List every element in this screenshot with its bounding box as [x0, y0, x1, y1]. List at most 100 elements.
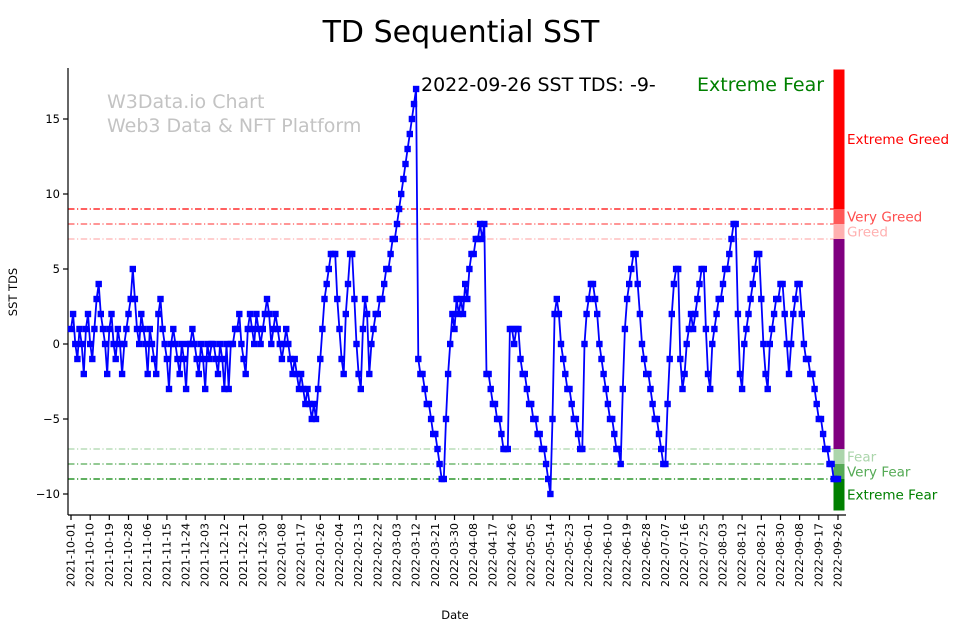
data-point-marker	[457, 295, 465, 303]
data-point-marker	[545, 475, 552, 483]
x-tick-label: 2021-11-06	[141, 523, 154, 587]
data-point-marker	[306, 400, 313, 408]
data-point-marker	[312, 415, 320, 423]
data-point-marker	[692, 310, 699, 318]
data-point-marker	[451, 325, 458, 333]
data-point-marker	[466, 265, 473, 273]
data-point-marker	[310, 400, 318, 408]
data-point-marker	[653, 415, 661, 423]
data-point-marker	[736, 370, 744, 378]
data-point-marker	[540, 445, 548, 453]
x-tick-label: 2021-10-28	[122, 523, 135, 587]
x-tick-label: 2022-01-08	[275, 523, 288, 587]
x-tick-label: 2022-01-17	[295, 523, 308, 587]
data-point-marker	[182, 385, 190, 393]
data-point-marker	[236, 310, 243, 318]
data-point-marker	[685, 325, 693, 333]
data-point-marker	[764, 385, 771, 393]
data-point-marker	[549, 415, 556, 423]
data-point-marker	[144, 370, 151, 378]
data-point-marker	[118, 370, 126, 378]
data-point-marker	[585, 295, 592, 303]
data-point-marker	[638, 340, 646, 348]
x-tick-label: 2022-04-08	[467, 523, 480, 587]
data-point-marker	[80, 370, 87, 378]
data-point-marker	[615, 445, 622, 453]
data-point-marker	[361, 295, 369, 303]
data-point-marker	[359, 325, 367, 333]
annotation-date-value: 2022-09-26 SST TDS: -9-	[421, 74, 656, 96]
x-tick-label: 2021-12-12	[218, 523, 231, 587]
x-tick-label: 2022-07-25	[697, 523, 710, 587]
data-point-marker	[338, 355, 345, 363]
data-point-marker	[270, 325, 277, 333]
data-point-marker	[596, 340, 603, 348]
data-point-marker	[756, 250, 763, 258]
x-tick-label: 2022-03-30	[448, 523, 461, 587]
data-point-marker	[251, 340, 258, 348]
data-point-marker	[515, 325, 522, 333]
data-point-marker	[817, 415, 825, 423]
data-point-marker	[589, 280, 597, 288]
data-point-marker	[619, 385, 626, 393]
data-point-marker	[155, 310, 162, 318]
data-point-marker	[106, 325, 113, 333]
x-tick-label: 2022-04-26	[506, 523, 519, 587]
data-point-marker	[127, 295, 134, 303]
data-point-marker	[783, 340, 791, 348]
watermark-line2: Web3 Data & NFT Platform	[107, 115, 361, 137]
data-point-marker	[349, 250, 356, 258]
data-point-marker	[344, 280, 352, 288]
data-point-marker	[110, 340, 117, 348]
data-point-marker	[248, 325, 256, 333]
data-point-marker	[498, 430, 505, 438]
data-point-marker	[462, 280, 469, 288]
data-point-marker	[187, 340, 194, 348]
data-point-marker	[295, 385, 303, 393]
x-tick-label: 2022-02-04	[333, 523, 346, 587]
x-tick-label: 2022-09-08	[793, 523, 806, 587]
data-point-marker	[775, 295, 782, 303]
data-point-marker	[99, 325, 107, 333]
data-point-marker	[93, 295, 100, 303]
data-point-marker	[598, 355, 605, 363]
data-point-marker	[508, 325, 516, 333]
data-point-marker	[404, 145, 411, 153]
data-point-marker	[464, 295, 471, 303]
data-point-marker	[738, 385, 746, 393]
data-point-marker	[150, 355, 158, 363]
data-point-marker	[278, 355, 286, 363]
data-point-marker	[72, 340, 79, 348]
x-tick-label: 2022-05-14	[544, 523, 557, 587]
data-point-marker	[363, 310, 371, 318]
data-point-marker	[125, 310, 132, 318]
x-tick-label: 2022-06-28	[640, 523, 653, 587]
x-tick-label: 2021-10-01	[65, 523, 78, 587]
data-point-marker	[796, 280, 803, 288]
data-point-marker	[785, 370, 793, 378]
x-tick-label: 2022-06-19	[621, 523, 634, 587]
data-point-marker	[728, 235, 735, 243]
data-point-marker	[476, 220, 484, 228]
data-point-marker	[197, 340, 205, 348]
data-point-marker	[255, 325, 262, 333]
zone-bar-extreme-greed	[833, 69, 845, 209]
data-point-marker	[104, 370, 111, 378]
data-point-marker	[253, 310, 260, 318]
data-point-marker	[302, 400, 309, 408]
x-tick-label: 2022-06-10	[601, 523, 614, 587]
x-axis-label: Date	[441, 608, 469, 622]
data-point-marker	[221, 385, 228, 393]
data-point-marker	[621, 325, 629, 333]
data-point-marker	[112, 355, 119, 363]
data-point-marker	[553, 295, 560, 303]
data-point-marker	[647, 385, 654, 393]
data-point-marker	[189, 325, 196, 333]
data-point-marker	[138, 310, 145, 318]
data-point-marker	[760, 340, 767, 348]
data-point-marker	[116, 340, 124, 348]
data-point-marker	[798, 310, 805, 318]
data-point-marker	[234, 325, 241, 333]
data-point-marker	[325, 265, 332, 273]
